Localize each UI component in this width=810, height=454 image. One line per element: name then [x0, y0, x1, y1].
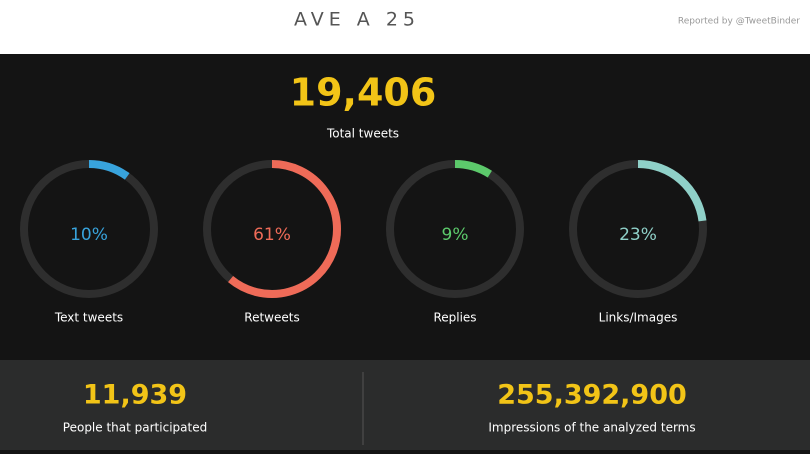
stats-panel	[0, 360, 810, 450]
stat-value: 11,939	[83, 380, 187, 411]
main-panel	[0, 54, 810, 360]
header-title: AVE A 25	[294, 9, 420, 31]
gauge-arc	[637, 160, 707, 222]
stat-value: 255,392,900	[497, 380, 687, 411]
gauge-arc	[228, 160, 341, 298]
gauge-label: Links/Images	[599, 311, 678, 325]
stat-label: Impressions of the analyzed terms	[488, 421, 695, 435]
gauge-value: 61%	[253, 225, 291, 245]
total-value: 19,406	[290, 71, 437, 115]
gauge-value: 9%	[442, 225, 469, 245]
gauge-label: Text tweets	[54, 311, 123, 325]
gauge-value: 10%	[70, 225, 108, 245]
total-label: Total tweets	[326, 127, 399, 141]
stat-label: People that participated	[63, 421, 207, 435]
header-bar	[0, 0, 810, 54]
header-credit: Reported by @TweetBinder	[678, 17, 800, 27]
gauge-label: Retweets	[244, 311, 299, 325]
gauge-value: 23%	[619, 225, 657, 245]
gauge-label: Replies	[433, 311, 476, 325]
pointer	[355, 46, 371, 54]
gauge-arc	[88, 160, 130, 180]
gauge-arc	[454, 160, 492, 178]
